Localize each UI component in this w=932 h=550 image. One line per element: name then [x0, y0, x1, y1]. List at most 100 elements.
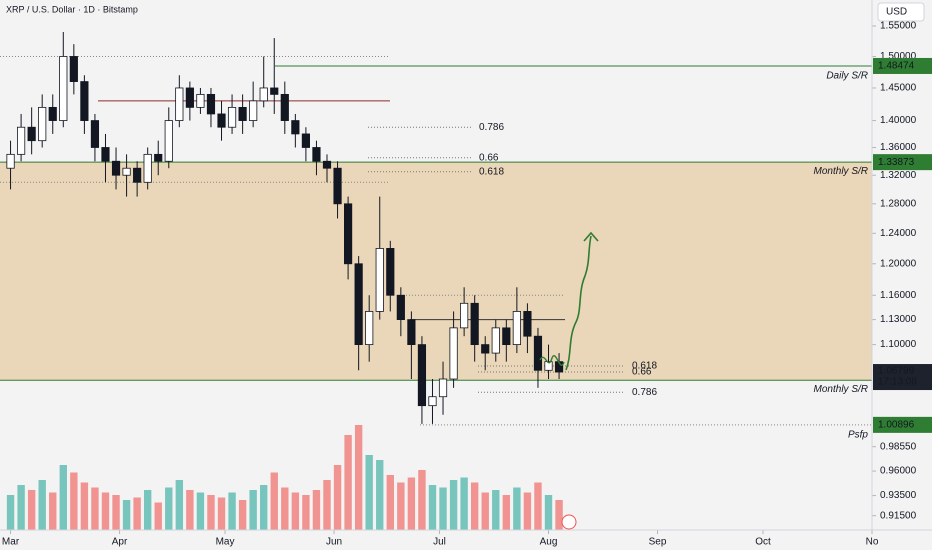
- volume-bar: [428, 485, 437, 530]
- level-label: Daily S/R: [826, 71, 868, 82]
- volume-bar: [397, 482, 405, 530]
- price-tag: [873, 57, 932, 74]
- candle-body: [354, 263, 363, 346]
- candle-body: [417, 344, 427, 407]
- candle-body: [206, 93, 216, 115]
- candle-body: [48, 106, 57, 121]
- candle-body: [101, 147, 110, 162]
- x-tick-label: May: [216, 537, 235, 548]
- volume-bar: [270, 472, 278, 530]
- candle-body: [428, 396, 437, 407]
- volume-bar: [217, 497, 226, 530]
- x-tick-label: Aug: [540, 537, 558, 548]
- candle-body: [196, 93, 205, 108]
- y-tick-label: 0.96000: [880, 466, 917, 477]
- candle-body: [38, 106, 47, 142]
- y-tick-label: 1.28000: [880, 198, 917, 209]
- y-tick-label: 1.55000: [880, 21, 917, 32]
- volume-bar: [260, 485, 268, 530]
- current-price: 1.06799: [878, 366, 915, 377]
- zone: [0, 162, 872, 381]
- y-tick-label: 1.16000: [880, 290, 917, 301]
- candle-body: [280, 93, 289, 121]
- candle-body: [375, 248, 384, 312]
- candle-body: [312, 147, 321, 162]
- candle-body: [481, 344, 490, 354]
- candle-body: [386, 248, 395, 296]
- y-tick-label: 0.98550: [880, 441, 917, 452]
- countdown: 17:13:08: [878, 377, 917, 388]
- chart-title: XRP / U.S. Dollar · 1D · Bitstamp: [6, 4, 138, 14]
- volume-bar: [544, 495, 553, 530]
- y-tick-label: 1.45000: [880, 83, 917, 94]
- level-label: Psfp: [848, 430, 868, 441]
- candle-body: [365, 311, 374, 346]
- event-flag[interactable]: [561, 514, 577, 530]
- x-tick-label: Jul: [433, 537, 446, 548]
- volume-bar: [365, 455, 373, 530]
- volume-bar: [70, 472, 78, 530]
- x-tick-label: No: [866, 537, 879, 548]
- candle-body: [491, 327, 500, 354]
- y-tick-label: 1.20000: [880, 258, 917, 269]
- y-tick-label: 1.13000: [880, 314, 917, 325]
- y-tick-label: 1.50000: [880, 51, 917, 62]
- y-tick-label: 1.40000: [880, 115, 917, 126]
- x-tick-label: Oct: [755, 537, 771, 548]
- volume-bar: [481, 492, 489, 530]
- x-tick-label: Mar: [2, 537, 20, 548]
- candle-body: [80, 81, 89, 121]
- level-label: Monthly S/R: [814, 166, 868, 177]
- volume-bar: [122, 500, 131, 530]
- candle-body: [217, 113, 226, 128]
- candle-body: [259, 87, 268, 102]
- candle-body: [185, 87, 194, 108]
- y-tick-label: 1.32000: [880, 170, 917, 181]
- candle-body: [143, 153, 152, 183]
- candle-body: [322, 160, 332, 169]
- currency-label: USD: [886, 7, 907, 18]
- candle-body: [111, 160, 121, 176]
- price-tag-label: 1.33873: [878, 157, 915, 168]
- volume-bar: [344, 435, 352, 530]
- volume-bar: [291, 492, 300, 530]
- volume-bar: [439, 487, 447, 530]
- volume-bar: [80, 482, 89, 530]
- candle-body: [90, 120, 100, 148]
- drawing-scribble: [539, 355, 565, 366]
- volume-bar: [418, 470, 426, 530]
- volume-bar: [49, 492, 57, 530]
- fib-label: 0.618: [479, 166, 504, 177]
- currency-button[interactable]: [877, 2, 925, 22]
- volume-bar: [17, 485, 25, 530]
- candle-body: [333, 167, 342, 205]
- volume-bar: [175, 480, 184, 530]
- candle-body: [133, 167, 142, 183]
- volume-bar: [302, 495, 310, 530]
- candle-body: [523, 311, 532, 337]
- volume-bar: [143, 490, 152, 530]
- candle-body: [17, 126, 26, 155]
- volume-bar: [555, 500, 563, 530]
- volume-bar: [59, 465, 67, 530]
- candle-body: [175, 87, 184, 121]
- volume-bar: [186, 490, 194, 530]
- candle-body: [27, 126, 36, 142]
- candle-body: [249, 100, 258, 121]
- volume-bar: [281, 487, 289, 530]
- candle-body: [122, 167, 131, 176]
- x-tick-label: Jun: [326, 537, 342, 548]
- projection-arrow: [565, 235, 592, 371]
- price-tag-label: 1.00896: [878, 420, 915, 431]
- volume-bar: [492, 490, 500, 530]
- candle-body: [154, 153, 163, 162]
- candle-body: [407, 319, 416, 346]
- price-tag: [873, 154, 932, 171]
- candle-body: [59, 56, 68, 121]
- candle-body: [533, 335, 543, 371]
- volume-bar: [376, 460, 384, 530]
- volume-bar: [207, 495, 215, 530]
- candle-body: [502, 327, 511, 346]
- fib-label: 0.786: [632, 387, 657, 398]
- volume-bar: [386, 475, 394, 530]
